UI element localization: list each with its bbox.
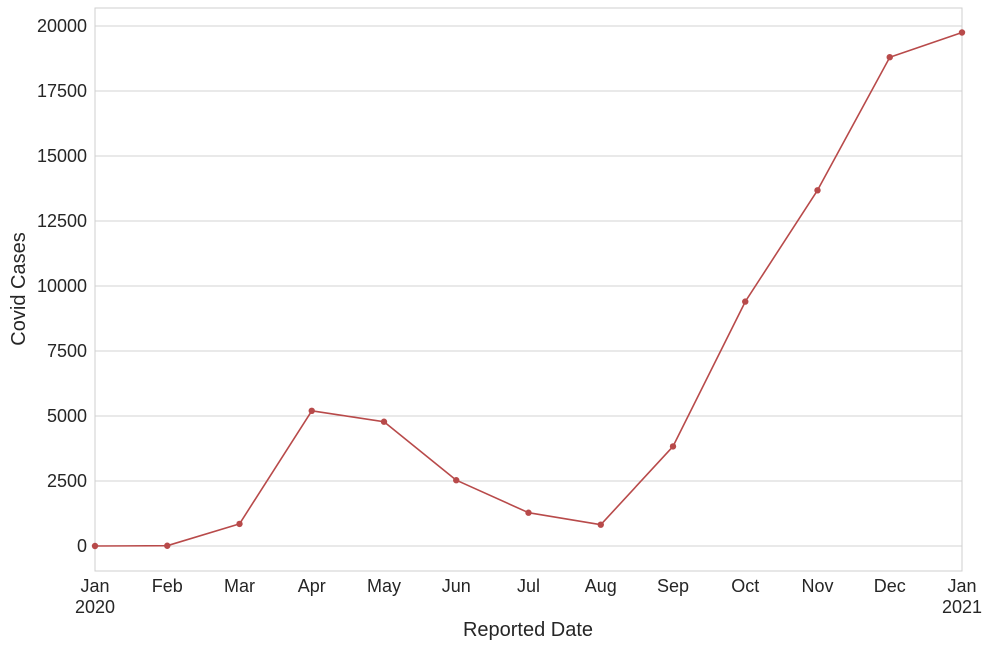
y-tick-label: 2500 bbox=[47, 471, 87, 491]
data-point bbox=[236, 520, 243, 528]
data-point bbox=[380, 418, 388, 425]
x-tick-label: Jun bbox=[442, 576, 471, 596]
x-tick-label: Mar bbox=[224, 576, 255, 596]
data-point bbox=[525, 509, 532, 516]
x-tick-label: Apr bbox=[298, 576, 326, 596]
y-axis-label: Covid Cases bbox=[8, 232, 30, 345]
y-tick-label: 7500 bbox=[47, 341, 87, 361]
y-tick-label: 17500 bbox=[37, 81, 87, 101]
y-tick-label: 20000 bbox=[37, 16, 87, 36]
x-tick-year-label: 2020 bbox=[75, 597, 115, 617]
data-point bbox=[814, 187, 821, 194]
data-point bbox=[308, 407, 315, 414]
x-tick-label: May bbox=[367, 576, 401, 596]
data-point bbox=[742, 298, 749, 305]
x-tick-label: Sep bbox=[657, 576, 689, 596]
series-layer bbox=[91, 29, 966, 550]
y-tick-label: 5000 bbox=[47, 406, 87, 426]
y-tick-label: 15000 bbox=[37, 146, 87, 166]
x-tick-label: Nov bbox=[801, 576, 833, 596]
y-tick-label: 10000 bbox=[37, 276, 87, 296]
x-tick-label: Jul bbox=[517, 576, 540, 596]
data-point bbox=[91, 542, 99, 550]
data-point bbox=[453, 477, 460, 484]
x-tick-label: Aug bbox=[585, 576, 617, 596]
series-line bbox=[94, 31, 963, 547]
plot-frame bbox=[94, 7, 963, 572]
data-point bbox=[669, 443, 677, 450]
data-point bbox=[958, 29, 966, 36]
y-tick-label: 12500 bbox=[37, 211, 87, 231]
x-tick-label: Oct bbox=[731, 576, 759, 596]
x-tick-label: Feb bbox=[152, 576, 183, 596]
y-tick-label: 0 bbox=[77, 536, 87, 556]
x-tick-label: Jan bbox=[947, 576, 976, 596]
data-point bbox=[597, 521, 604, 528]
x-tick-label: Jan bbox=[80, 576, 109, 596]
y-axis-ticks: 0 2500 5000 7500 10000 12500 15000 17500 20000 bbox=[37, 16, 87, 556]
x-tick-label: Dec bbox=[874, 576, 906, 596]
y-gridlines bbox=[95, 25, 962, 547]
data-point bbox=[886, 54, 893, 61]
data-point bbox=[164, 542, 171, 549]
x-tick-year-label: 2021 bbox=[942, 597, 982, 617]
x-axis-label: Reported Date bbox=[463, 619, 593, 641]
